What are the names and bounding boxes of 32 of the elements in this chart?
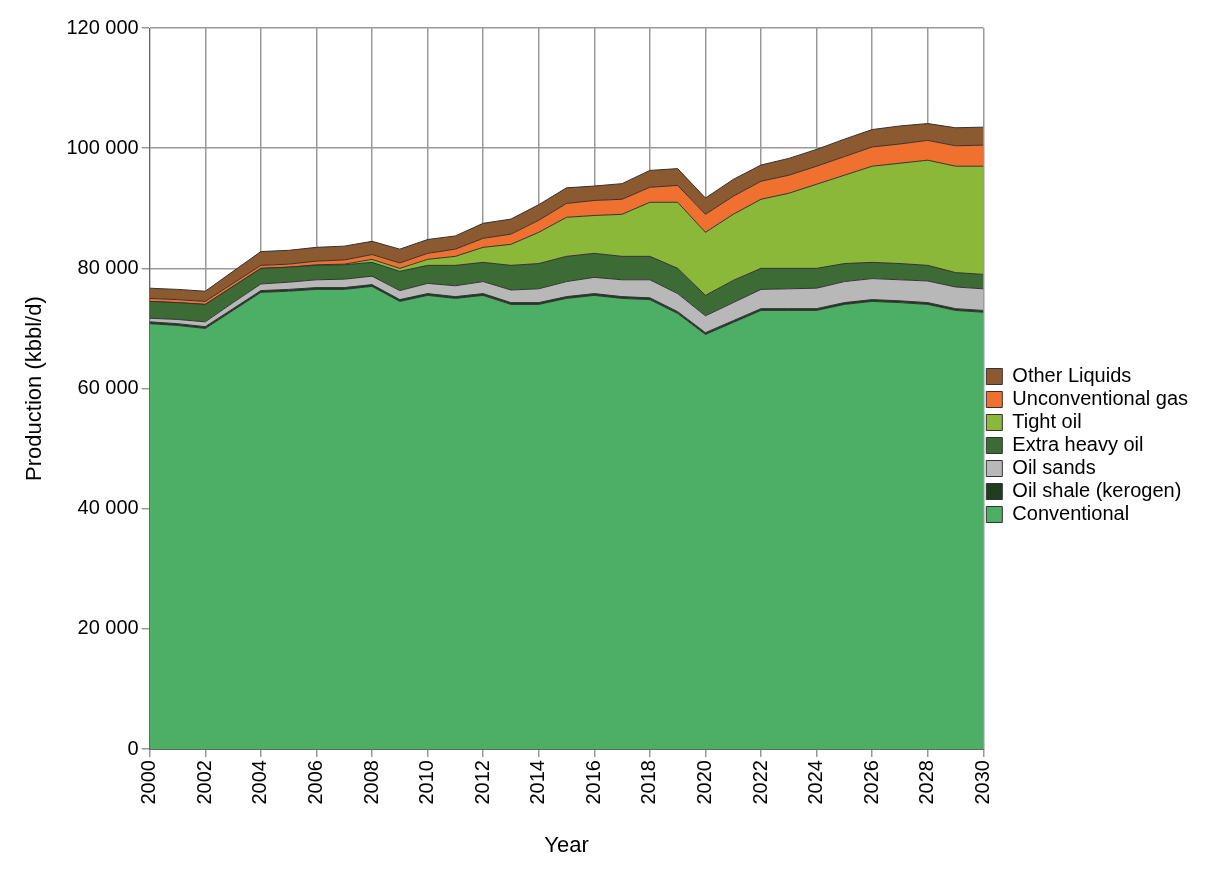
legend-label: Oil sands — [1012, 456, 1096, 479]
legend-label: Other Liquids — [1012, 364, 1132, 387]
y-tick-label: 20 000 — [77, 616, 139, 639]
x-tick-label: 2010 — [415, 760, 438, 805]
x-tick-label: 2026 — [859, 760, 882, 805]
x-tick-label: 2002 — [192, 760, 215, 805]
x-tick-label: 2008 — [359, 760, 382, 805]
y-tick-label: 60 000 — [77, 376, 139, 399]
x-tick-label: 2024 — [804, 760, 827, 805]
legend-label: Tight oil — [1012, 410, 1082, 433]
legend-label: Extra heavy oil — [1012, 433, 1144, 456]
x-tick-label: 2022 — [748, 760, 771, 805]
x-tick-label: 2004 — [248, 760, 271, 805]
x-tick-label: 2020 — [692, 760, 715, 805]
y-tick-label: 40 000 — [77, 496, 139, 519]
legend-label: Oil shale (kerogen) — [1012, 479, 1182, 502]
x-tick-label: 2014 — [526, 760, 549, 805]
x-tick-label: 2000 — [137, 760, 160, 805]
y-tick-label: 80 000 — [77, 255, 139, 278]
x-tick-label: 2012 — [470, 760, 493, 805]
y-axis-title: Production (kbbl/d) — [21, 296, 47, 481]
y-tick-label: 0 — [127, 736, 139, 759]
legend-label: Unconventional gas — [1012, 387, 1189, 410]
x-tick-label: 2006 — [303, 760, 326, 805]
legend-label: Conventional — [1012, 502, 1130, 525]
y-tick-label: 100 000 — [66, 135, 139, 158]
x-tick-label: 2016 — [581, 760, 604, 805]
x-tick-label: 2028 — [915, 760, 938, 805]
x-tick-label: 2018 — [637, 760, 660, 805]
y-tick-label: 120 000 — [66, 15, 139, 38]
x-tick-label: 2030 — [970, 760, 993, 805]
x-axis-title: Year — [544, 831, 589, 857]
